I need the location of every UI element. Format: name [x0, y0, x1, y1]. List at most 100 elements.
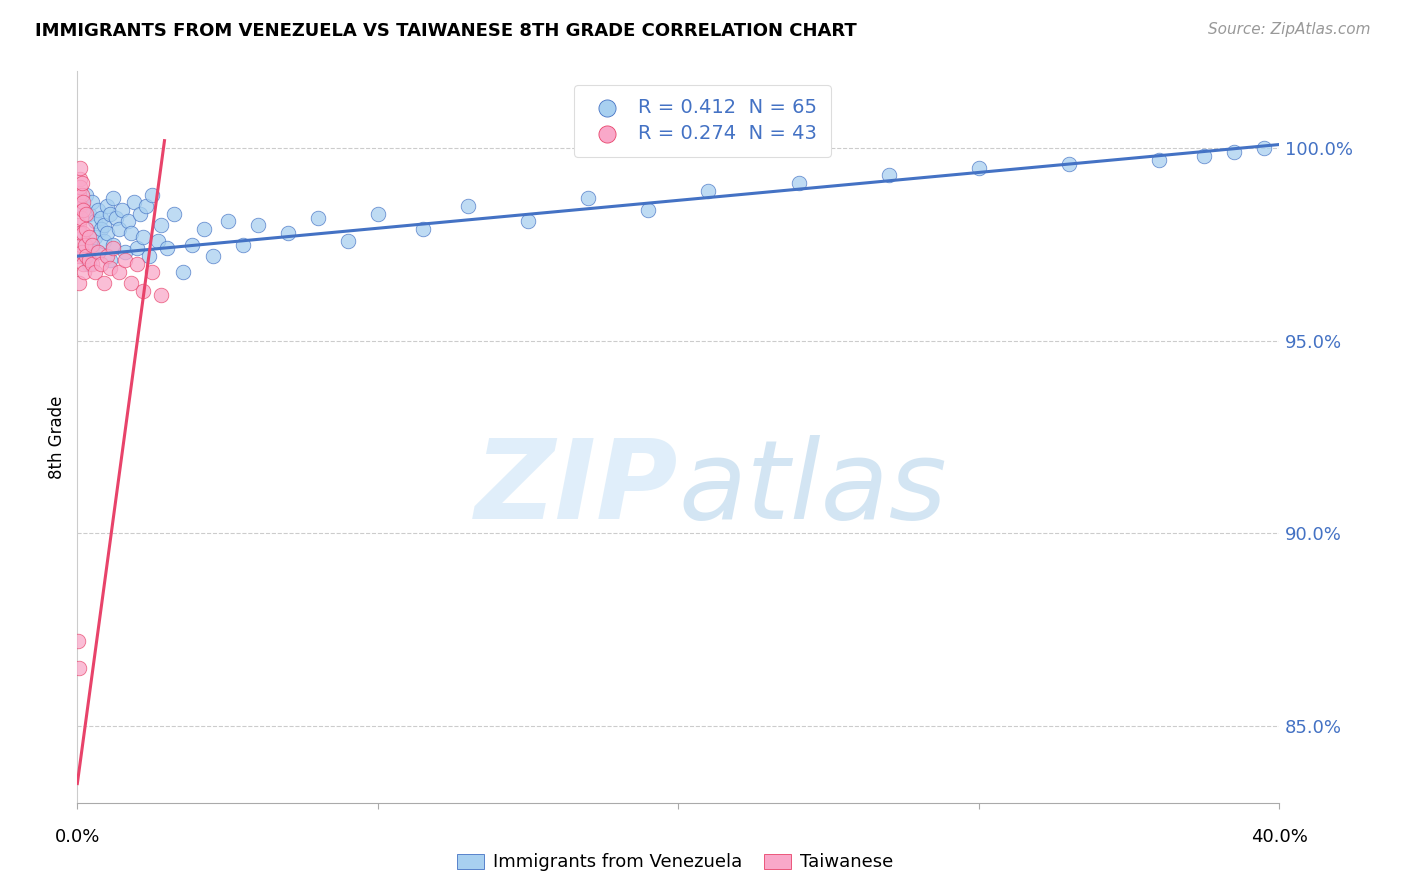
Point	[117, 214, 139, 228]
Point	[180, 237, 202, 252]
Point	[75, 207, 97, 221]
Point	[150, 219, 173, 233]
Point	[67, 249, 90, 263]
Point	[277, 226, 299, 240]
Point	[67, 187, 90, 202]
Point	[367, 207, 389, 221]
Point	[72, 202, 94, 217]
Point	[103, 191, 125, 205]
Point	[576, 191, 599, 205]
Point	[96, 199, 118, 213]
Point	[79, 252, 101, 267]
Point	[307, 211, 329, 225]
Point	[111, 202, 134, 217]
Point	[96, 226, 118, 240]
Point	[82, 242, 104, 256]
Point	[141, 187, 163, 202]
Point	[150, 287, 173, 301]
Y-axis label: 8th Grade: 8th Grade	[48, 395, 66, 479]
Point	[100, 207, 122, 221]
Point	[120, 226, 142, 240]
Point	[90, 211, 112, 225]
Point	[87, 202, 110, 217]
Point	[75, 237, 97, 252]
Point	[697, 184, 720, 198]
Point	[70, 211, 93, 225]
Point	[132, 284, 155, 298]
Point	[967, 161, 990, 175]
Point	[72, 199, 94, 213]
Point	[1149, 153, 1171, 167]
Point	[457, 199, 479, 213]
Point	[69, 199, 91, 213]
Point	[70, 245, 93, 260]
Point	[79, 257, 101, 271]
Point	[75, 187, 97, 202]
Point	[232, 237, 254, 252]
Point	[132, 230, 155, 244]
Point	[141, 264, 163, 278]
Point	[67, 661, 90, 675]
Point	[69, 172, 91, 186]
Point	[67, 219, 90, 233]
Point	[75, 249, 97, 263]
Point	[877, 169, 900, 183]
Point	[72, 195, 94, 210]
Point	[105, 211, 128, 225]
Point	[75, 222, 97, 236]
Point	[84, 230, 107, 244]
Point	[336, 234, 359, 248]
Point	[148, 234, 170, 248]
Point	[103, 242, 125, 256]
Point	[156, 242, 179, 256]
Point	[127, 257, 149, 271]
Point	[90, 222, 112, 236]
Point	[412, 222, 434, 236]
Text: IMMIGRANTS FROM VENEZUELA VS TAIWANESE 8TH GRADE CORRELATION CHART: IMMIGRANTS FROM VENEZUELA VS TAIWANESE 8…	[35, 22, 856, 40]
Point	[72, 257, 94, 271]
Point	[135, 199, 157, 213]
Point	[517, 214, 540, 228]
Point	[96, 249, 118, 263]
Point	[87, 245, 110, 260]
Point	[70, 187, 93, 202]
Point	[82, 195, 104, 210]
Point	[84, 264, 107, 278]
Point	[1253, 141, 1275, 155]
Point	[114, 252, 136, 267]
Point	[70, 176, 93, 190]
Point	[1194, 149, 1216, 163]
Point	[162, 207, 184, 221]
Legend: R = 0.412  N = 65, R = 0.274  N = 43: R = 0.412 N = 65, R = 0.274 N = 43	[574, 85, 831, 157]
Point	[127, 242, 149, 256]
Point	[103, 237, 125, 252]
Point	[73, 264, 96, 278]
Point	[72, 226, 94, 240]
Point	[129, 207, 152, 221]
Point	[787, 176, 810, 190]
Point	[69, 161, 91, 175]
Point	[201, 249, 224, 263]
Point	[637, 202, 659, 217]
Point	[67, 634, 90, 648]
Point	[69, 226, 91, 240]
Point	[73, 237, 96, 252]
Text: 40.0%: 40.0%	[1251, 828, 1308, 846]
Point	[172, 264, 194, 278]
Point	[67, 276, 90, 290]
Text: 0.0%: 0.0%	[55, 828, 100, 846]
Point	[93, 234, 115, 248]
Point	[1223, 145, 1246, 160]
Point	[82, 257, 104, 271]
Point	[193, 222, 215, 236]
Point	[72, 249, 94, 263]
Point	[70, 237, 93, 252]
Point	[114, 245, 136, 260]
Point	[69, 226, 91, 240]
Point	[108, 222, 131, 236]
Point	[93, 219, 115, 233]
Point	[108, 264, 131, 278]
Point	[82, 237, 104, 252]
Point	[84, 214, 107, 228]
Point	[79, 207, 101, 221]
